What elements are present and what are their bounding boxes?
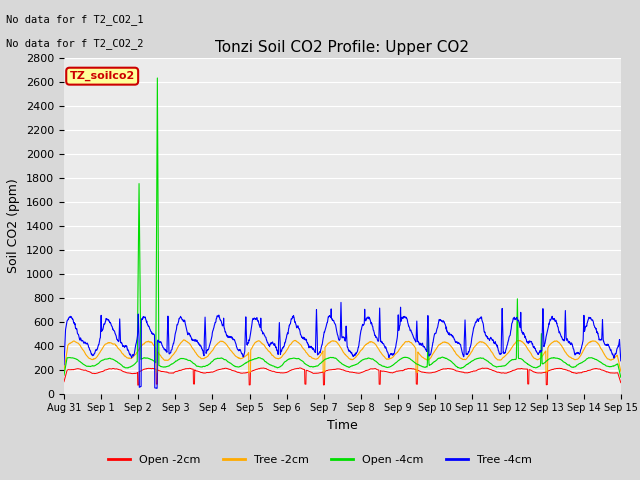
Line: Open -4cm: Open -4cm [64,78,621,377]
Y-axis label: Soil CO2 (ppm): Soil CO2 (ppm) [8,178,20,273]
Tree -2cm [584,341,591,347]
Open -4cm [359,357,367,363]
Open -4cm [504,360,512,365]
Tree -4cm [617,358,625,364]
Tree -2cm [505,349,513,355]
X-axis label: Time: Time [327,419,358,432]
Tree -4cm [216,315,223,321]
Tree -4cm [584,319,591,324]
Open -2cm [505,369,513,375]
Tree -2cm [180,337,188,343]
Tree -2cm [60,368,68,373]
Title: Tonzi Soil CO2 Profile: Upper CO2: Tonzi Soil CO2 Profile: Upper CO2 [216,40,469,55]
Tree -4cm [337,300,345,305]
Open -4cm [371,358,379,363]
Open -4cm [60,372,68,378]
Text: No data for f T2_CO2_2: No data for f T2_CO2_2 [6,38,144,49]
Open -2cm [296,365,304,371]
Tree -4cm [568,341,576,347]
Open -2cm [216,367,223,372]
Tree -4cm [371,333,379,338]
Open -4cm [584,356,591,361]
Open -2cm [617,380,625,385]
Open -4cm [154,75,161,81]
Tree -2cm [359,346,367,351]
Tree -4cm [505,337,513,343]
Text: TZ_soilco2: TZ_soilco2 [70,71,135,81]
Tree -2cm [371,341,379,347]
Legend: Open -2cm, Tree -2cm, Open -4cm, Tree -4cm: Open -2cm, Tree -2cm, Open -4cm, Tree -4… [104,451,536,469]
Tree -2cm [617,368,625,374]
Open -2cm [60,379,68,384]
Open -4cm [568,364,575,370]
Tree -2cm [568,356,576,361]
Open -2cm [584,368,591,373]
Tree -4cm [153,385,161,391]
Line: Open -2cm: Open -2cm [64,368,621,385]
Open -2cm [371,366,379,372]
Line: Tree -2cm: Tree -2cm [64,340,621,373]
Tree -2cm [245,370,253,376]
Text: No data for f T2_CO2_1: No data for f T2_CO2_1 [6,14,144,25]
Open -2cm [568,370,576,375]
Open -2cm [359,369,367,375]
Tree -4cm [359,322,367,328]
Tree -2cm [216,339,223,345]
Line: Tree -4cm: Tree -4cm [64,302,621,388]
Tree -4cm [60,362,68,368]
Open -2cm [134,382,141,388]
Open -4cm [216,356,223,361]
Open -4cm [617,374,625,380]
